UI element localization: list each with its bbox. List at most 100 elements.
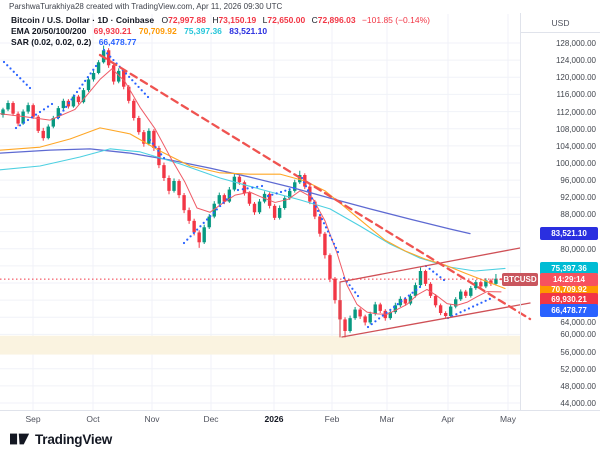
- sar-dot: [84, 79, 87, 82]
- sar-dot: [199, 225, 202, 228]
- sar-dot: [148, 138, 152, 142]
- sar-dot: [67, 102, 70, 105]
- sar-dot: [374, 320, 377, 323]
- candle-body: [237, 176, 242, 183]
- sar-dot: [404, 297, 407, 300]
- candle-body: [177, 181, 181, 196]
- sar-dot: [73, 94, 76, 97]
- candle-body: [423, 271, 428, 284]
- candle-body: [81, 90, 86, 103]
- price-axis-label: 52,000.00: [560, 364, 596, 374]
- candle-body: [403, 298, 408, 304]
- sar-dot: [228, 194, 232, 198]
- sar-dot: [354, 291, 357, 294]
- candle-body: [428, 283, 433, 296]
- sar-dot: [435, 273, 438, 276]
- sar-dot: [320, 218, 324, 221]
- chart-legend: Bitcoin / U.S. Dollar · 1D · Coinbase O7…: [11, 15, 430, 48]
- candle-body: [31, 105, 35, 117]
- price-axis-label: 44,000.00: [560, 399, 596, 408]
- candle-body: [459, 291, 463, 300]
- wedge-lower-line: [341, 302, 531, 338]
- candle-body: [343, 319, 347, 331]
- candle-body: [438, 305, 443, 313]
- sar-dot: [348, 284, 351, 287]
- sar-dot: [189, 235, 192, 238]
- candle-body: [86, 79, 91, 91]
- sar-dot: [19, 77, 22, 80]
- candle-body: [157, 148, 161, 166]
- tradingview-logo[interactable]: TradingView: [10, 431, 112, 447]
- sar-dot: [160, 153, 163, 156]
- currency-toggle[interactable]: USD: [521, 14, 600, 33]
- price-axis-label: 56,000.00: [560, 347, 596, 357]
- sar-dot: [314, 205, 318, 208]
- currency-label: USD: [551, 18, 570, 28]
- candle-body: [272, 205, 277, 218]
- candle-body: [443, 313, 448, 316]
- tradingview-logo-icon: [10, 433, 30, 445]
- candle-body: [51, 118, 55, 127]
- price-axis-label: 88,000.00: [560, 210, 596, 220]
- candle-body: [313, 201, 317, 217]
- time-scale[interactable]: Sep Oct Nov Dec 2026 Feb Mar Apr May: [0, 411, 600, 429]
- time-axis-label-sep: Sep: [25, 414, 41, 424]
- sar-dot: [154, 146, 157, 149]
- sar-dot: [28, 86, 32, 90]
- candle-body: [167, 178, 171, 191]
- price-scale[interactable]: 128,000.00 124,000.00 120,000.00 116,000.00…: [520, 0, 600, 410]
- sar-dot: [30, 116, 34, 119]
- sar-dot: [157, 149, 160, 152]
- candle-body: [16, 113, 20, 124]
- sar-dot: [215, 208, 218, 211]
- candle-body: [368, 313, 372, 323]
- legend-ema-row[interactable]: EMA 20/50/100/200 69,930.21 70,709.92 75…: [11, 26, 430, 37]
- sar-dot: [356, 294, 360, 298]
- ema20-line: [0, 68, 502, 315]
- sar-indicator-label: SAR (0.02, 0.02, 0.2): [11, 37, 92, 47]
- legend-symbol-row[interactable]: Bitcoin / U.S. Dollar · 1D · Coinbase O7…: [11, 15, 430, 26]
- candle-body: [207, 216, 211, 228]
- sar-dot: [182, 241, 186, 245]
- sar-dot: [246, 187, 249, 190]
- sar-dot: [9, 67, 12, 70]
- candle-body: [353, 309, 357, 319]
- candle-body: [282, 198, 287, 208]
- sar-dot: [471, 305, 475, 308]
- sar-dot: [151, 142, 154, 145]
- candle-body: [328, 255, 332, 279]
- sar-dot: [260, 184, 264, 188]
- sar-dot: [25, 83, 28, 86]
- sar-dot: [266, 194, 270, 198]
- sar-dot: [310, 197, 314, 200]
- candle-body: [252, 203, 257, 213]
- sar-dot: [46, 105, 50, 108]
- sar-dot: [316, 209, 320, 212]
- sar-dot: [209, 215, 212, 218]
- ema50-line: [0, 127, 506, 290]
- tradingview-logo-text: TradingView: [35, 431, 113, 447]
- sar-dot: [15, 73, 19, 77]
- sar-dot: [92, 68, 95, 71]
- time-axis-label-dec: Dec: [203, 414, 219, 424]
- price-axis-label: 60,000.00: [560, 330, 596, 340]
- sar-dot: [22, 121, 26, 124]
- candle-body: [147, 130, 151, 144]
- ema100-line: [0, 148, 506, 272]
- ema-indicator-label: EMA 20/50/100/200: [11, 26, 87, 36]
- time-axis-label-mar: Mar: [379, 414, 395, 424]
- time-axis-label-feb: Feb: [324, 414, 340, 424]
- time-axis-label-apr: Apr: [441, 414, 455, 424]
- candle-body: [162, 165, 166, 178]
- sar-dot: [459, 311, 462, 314]
- sar-dot: [89, 72, 92, 75]
- sar-dot: [65, 105, 68, 108]
- legend-sar-row[interactable]: SAR (0.02, 0.02, 0.2) 66,478.77: [11, 37, 430, 48]
- time-axis-label-nov: Nov: [144, 414, 160, 424]
- bar-countdown-badge: 14:29:14: [540, 272, 598, 286]
- sar-dot: [59, 113, 62, 116]
- sar-dot: [389, 308, 392, 311]
- sar-dot: [284, 189, 287, 192]
